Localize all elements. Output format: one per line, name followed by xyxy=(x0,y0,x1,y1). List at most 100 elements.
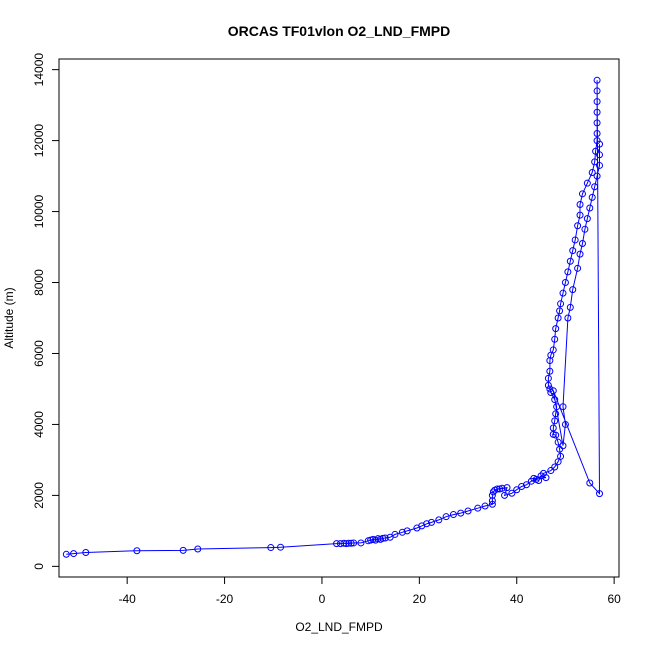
x-tick-label: -20 xyxy=(216,592,234,606)
data-point xyxy=(574,264,582,272)
x-axis: -40 -20 0 20 40 60 xyxy=(119,577,621,606)
data-point xyxy=(474,504,482,512)
x-tick-label: 20 xyxy=(413,592,427,606)
data-point xyxy=(596,490,604,498)
data-point xyxy=(557,300,565,308)
data-point xyxy=(591,183,599,191)
data-point xyxy=(345,539,353,547)
x-tick-label: 40 xyxy=(510,592,524,606)
data-point xyxy=(435,516,443,524)
data-point xyxy=(592,147,600,155)
data-point xyxy=(566,257,574,265)
data-point xyxy=(561,420,569,428)
data-point xyxy=(557,452,565,460)
y-tick-label: 2000 xyxy=(32,482,46,509)
data-point xyxy=(583,179,591,187)
data-point xyxy=(593,119,601,127)
data-point xyxy=(569,247,577,255)
data-point xyxy=(442,513,450,521)
y-axis-label: Altitude (m) xyxy=(2,287,16,348)
data-point xyxy=(588,169,596,177)
data-point xyxy=(596,140,604,148)
data-point xyxy=(503,484,511,492)
data-point xyxy=(551,417,559,425)
data-point xyxy=(391,530,399,538)
data-point xyxy=(179,546,187,554)
data-point xyxy=(549,424,557,432)
data-point xyxy=(357,539,365,547)
data-point xyxy=(381,534,389,542)
y-axis: 0 2000 4000 6000 8000 10000 12000 14000 xyxy=(32,53,59,570)
x-tick-label: -40 xyxy=(119,592,137,606)
data-point xyxy=(552,325,560,333)
data-point xyxy=(552,410,560,418)
data-point xyxy=(561,279,569,287)
data-point xyxy=(593,76,601,84)
data-point xyxy=(546,385,554,393)
x-axis-label: O2_LND_FMPD xyxy=(295,620,383,634)
y-tick-label: 14000 xyxy=(32,53,46,87)
x-tick-label: 60 xyxy=(607,592,621,606)
data-point xyxy=(564,268,572,276)
data-point xyxy=(379,534,387,542)
x-tick-label: 0 xyxy=(319,592,326,606)
data-point xyxy=(596,151,604,159)
data-point xyxy=(496,485,504,493)
data-point xyxy=(464,507,472,515)
data-point xyxy=(593,137,601,145)
data-point xyxy=(449,511,457,519)
data-point xyxy=(564,314,572,322)
data-point xyxy=(501,491,509,499)
data-point xyxy=(540,469,548,477)
data-point xyxy=(593,130,601,138)
data-point xyxy=(559,403,567,411)
data-point xyxy=(596,161,604,169)
data-point xyxy=(342,540,350,548)
data-point xyxy=(566,303,574,311)
data-point xyxy=(551,396,559,404)
data-point xyxy=(549,346,557,354)
data-point xyxy=(423,520,431,528)
data-point xyxy=(591,158,599,166)
data-point xyxy=(544,381,552,389)
data-point xyxy=(535,476,543,484)
data-point xyxy=(457,509,465,517)
data-point xyxy=(554,314,562,322)
data-point xyxy=(583,215,591,223)
data-point xyxy=(350,539,358,547)
data-point xyxy=(508,489,516,497)
data-point xyxy=(513,486,521,494)
data-point xyxy=(574,222,582,230)
data-point xyxy=(576,200,584,208)
data-point xyxy=(551,335,559,343)
data-point xyxy=(578,190,586,198)
data-point xyxy=(559,442,567,450)
data-point xyxy=(586,479,594,487)
data-point xyxy=(398,528,406,536)
data-point xyxy=(578,239,586,247)
data-point xyxy=(493,485,501,493)
data-point xyxy=(62,550,70,558)
data-point xyxy=(588,193,596,201)
data-point xyxy=(133,547,141,555)
data-point xyxy=(544,374,552,382)
data-point xyxy=(333,540,341,548)
data-point xyxy=(569,286,577,294)
data-point xyxy=(277,543,285,551)
data-point xyxy=(559,289,567,297)
data-point xyxy=(488,500,496,508)
y-tick-label: 10000 xyxy=(32,195,46,229)
data-point xyxy=(554,438,562,446)
data-point xyxy=(586,204,594,212)
data-point xyxy=(267,544,275,552)
data-point xyxy=(340,539,348,547)
data-point xyxy=(593,87,601,95)
data-point xyxy=(546,367,554,375)
data-point xyxy=(593,108,601,116)
data-point xyxy=(488,497,496,505)
data-point xyxy=(481,502,489,510)
data-point xyxy=(194,545,202,553)
data-point xyxy=(576,211,584,219)
series-line xyxy=(66,80,601,555)
